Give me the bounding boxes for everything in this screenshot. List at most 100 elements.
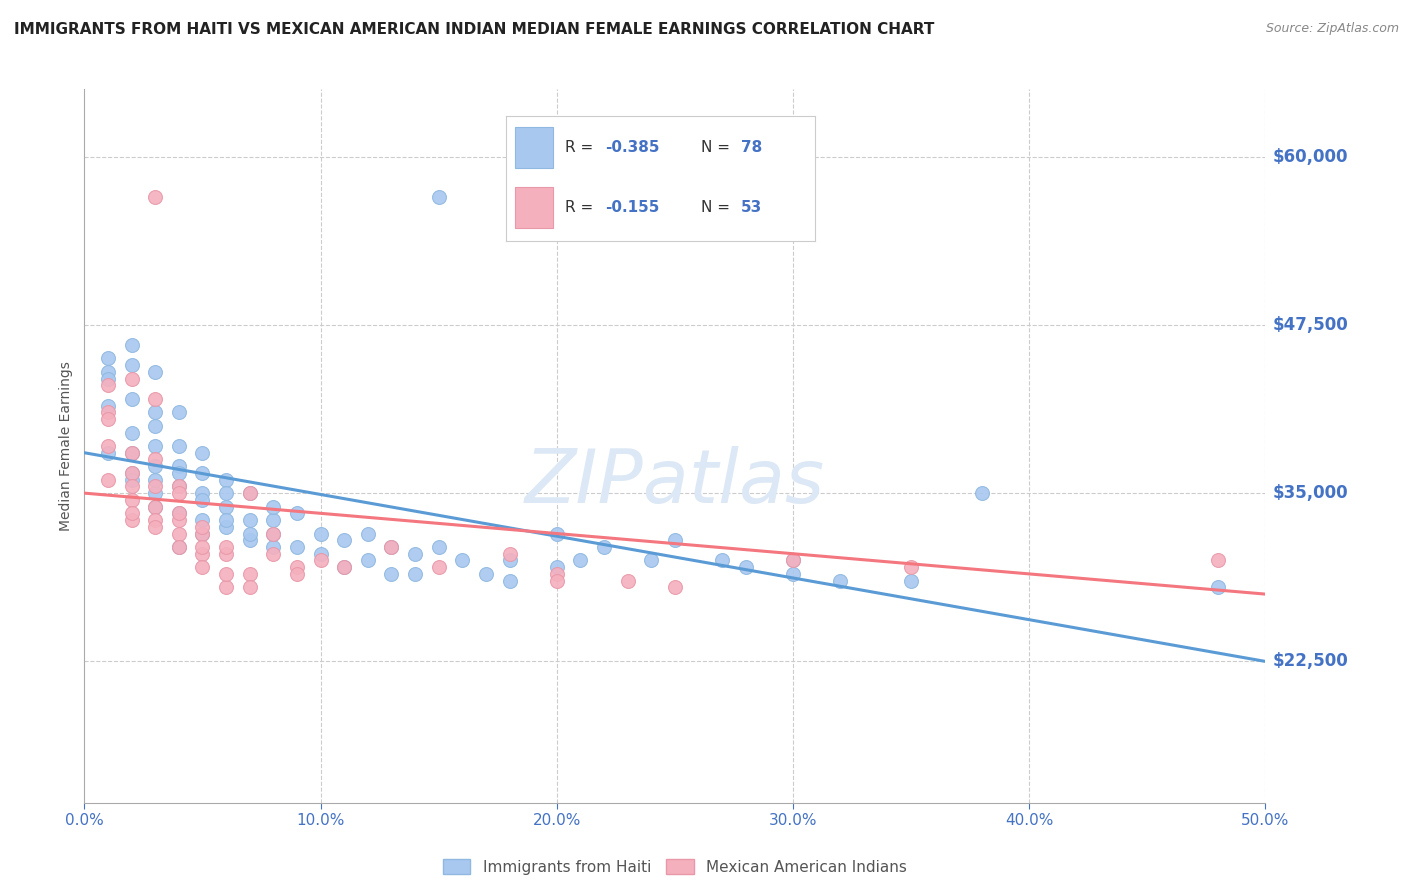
Point	[143, 473, 166, 487]
Point	[380, 540, 402, 554]
Text: R =: R =	[565, 140, 598, 155]
Point	[121, 358, 143, 372]
Text: 53: 53	[741, 200, 762, 215]
Y-axis label: Median Female Earnings: Median Female Earnings	[59, 361, 73, 531]
Point	[593, 540, 616, 554]
Text: -0.155: -0.155	[605, 200, 659, 215]
Text: $35,000: $35,000	[1272, 484, 1348, 502]
Point	[97, 399, 120, 413]
Point	[121, 446, 143, 460]
Point	[1206, 553, 1229, 567]
Text: N =: N =	[702, 140, 735, 155]
Point	[143, 500, 166, 514]
Point	[640, 553, 662, 567]
Bar	[516, 128, 553, 169]
Point	[498, 574, 520, 588]
Point	[546, 574, 568, 588]
Point	[121, 466, 143, 480]
Point	[215, 473, 238, 487]
Text: R =: R =	[565, 200, 598, 215]
Point	[711, 553, 734, 567]
Point	[167, 540, 190, 554]
Point	[546, 560, 568, 574]
Point	[215, 500, 238, 514]
Point	[239, 566, 262, 581]
Point	[333, 560, 356, 574]
Text: IMMIGRANTS FROM HAITI VS MEXICAN AMERICAN INDIAN MEDIAN FEMALE EARNINGS CORRELAT: IMMIGRANTS FROM HAITI VS MEXICAN AMERICA…	[14, 22, 935, 37]
Point	[191, 547, 214, 561]
Point	[498, 547, 520, 561]
Point	[451, 553, 474, 567]
Point	[309, 526, 332, 541]
Point	[380, 540, 402, 554]
Point	[97, 405, 120, 419]
Point	[143, 392, 166, 406]
Point	[427, 190, 450, 204]
Point	[357, 553, 380, 567]
Point	[357, 526, 380, 541]
Point	[475, 566, 498, 581]
Point	[191, 560, 214, 574]
Point	[191, 492, 214, 507]
Point	[97, 439, 120, 453]
Point	[191, 486, 214, 500]
Point	[167, 506, 190, 520]
Point	[97, 351, 120, 366]
Point	[404, 547, 426, 561]
Text: -0.385: -0.385	[605, 140, 659, 155]
Text: $22,500: $22,500	[1272, 652, 1348, 671]
Point	[404, 566, 426, 581]
Text: Source: ZipAtlas.com: Source: ZipAtlas.com	[1265, 22, 1399, 36]
Point	[167, 439, 190, 453]
Point	[167, 540, 190, 554]
Point	[167, 459, 190, 474]
Point	[262, 513, 284, 527]
Point	[143, 486, 166, 500]
Point	[97, 365, 120, 379]
Point	[167, 405, 190, 419]
Point	[215, 520, 238, 534]
Point	[734, 560, 756, 574]
Point	[191, 520, 214, 534]
Point	[167, 526, 190, 541]
Point	[121, 466, 143, 480]
Point	[167, 466, 190, 480]
Point	[262, 547, 284, 561]
Point	[97, 446, 120, 460]
Point	[215, 486, 238, 500]
Point	[239, 533, 262, 548]
Point	[191, 446, 214, 460]
Point	[97, 378, 120, 392]
Point	[830, 574, 852, 588]
Text: $60,000: $60,000	[1272, 147, 1348, 166]
Point	[333, 533, 356, 548]
Point	[121, 513, 143, 527]
Point	[380, 566, 402, 581]
Point	[121, 446, 143, 460]
Point	[143, 365, 166, 379]
Point	[191, 526, 214, 541]
Point	[309, 547, 332, 561]
Bar	[516, 187, 553, 228]
Point	[121, 372, 143, 386]
Point	[262, 500, 284, 514]
Point	[900, 574, 922, 588]
Point	[782, 553, 804, 567]
Point	[239, 486, 262, 500]
Point	[427, 560, 450, 574]
Point	[569, 553, 592, 567]
Point	[97, 412, 120, 426]
Point	[427, 540, 450, 554]
Point	[285, 506, 308, 520]
Point	[900, 560, 922, 574]
Point	[616, 574, 638, 588]
Point	[546, 526, 568, 541]
Point	[285, 566, 308, 581]
Point	[664, 533, 686, 548]
Point	[309, 553, 332, 567]
Point	[333, 560, 356, 574]
Point	[167, 479, 190, 493]
Point	[167, 506, 190, 520]
Text: N =: N =	[702, 200, 735, 215]
Point	[143, 190, 166, 204]
